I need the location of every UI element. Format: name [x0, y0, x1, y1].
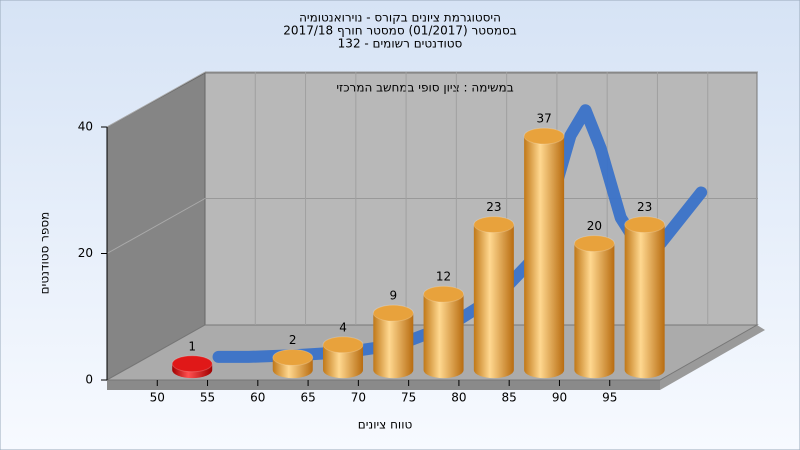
x-tick-label: 55 [200, 391, 215, 405]
floor-front [107, 380, 660, 390]
x-tick-label: 80 [451, 391, 466, 405]
grid-line [106, 198, 206, 254]
y-axis-label: מספר סטודנטים [38, 212, 52, 295]
title-line: סטודנטים רשומים - 132 [338, 37, 463, 51]
bar-top [473, 216, 515, 234]
bar-top [624, 216, 666, 234]
grid-line [106, 71, 206, 128]
bar [624, 224, 665, 379]
data-label: 23 [486, 200, 501, 214]
bar [423, 294, 464, 379]
data-label: 1 [188, 339, 196, 353]
data-label: 12 [436, 270, 451, 284]
floor-side [660, 325, 765, 390]
bar [373, 313, 414, 379]
x-tick-label: 70 [351, 391, 366, 405]
title-line: היסטוגרמת ציונים בקורס - נוירואנטומיה [299, 11, 501, 25]
bar-top [372, 304, 414, 322]
data-label: 23 [637, 200, 652, 214]
bar-top [573, 235, 615, 253]
y-tick-label: 20 [78, 246, 93, 260]
data-label: 37 [536, 112, 551, 126]
data-label: 20 [587, 219, 602, 233]
data-label: 2 [289, 333, 297, 347]
x-tick-label: 75 [401, 391, 416, 405]
data-label: 4 [339, 320, 347, 334]
x-tick-label: 90 [552, 391, 567, 405]
data-label: 9 [389, 289, 397, 303]
bar-top [423, 285, 465, 303]
annotation: במשימה : ציון סופי במחשב המרכזי [336, 81, 513, 95]
bar [473, 224, 514, 379]
bar [323, 344, 364, 379]
bar-top [322, 336, 364, 354]
x-axis-label: טווח ציונים [358, 418, 413, 432]
x-tick-label: 65 [300, 391, 315, 405]
bar-top [523, 127, 565, 145]
bar [524, 136, 565, 379]
bar [574, 243, 615, 379]
x-tick-label: 85 [502, 391, 517, 405]
x-tick-label: 60 [250, 391, 265, 405]
bar-top [272, 348, 314, 366]
x-tick-label: 50 [150, 391, 165, 405]
title-line: בסמסטר (01/2017) סמסטר חורף 2017/18 [283, 24, 516, 38]
y-tick-label: 0 [85, 373, 93, 387]
bar-top [171, 355, 213, 373]
y-tick-label: 40 [78, 120, 93, 134]
x-tick-label: 95 [602, 391, 617, 405]
